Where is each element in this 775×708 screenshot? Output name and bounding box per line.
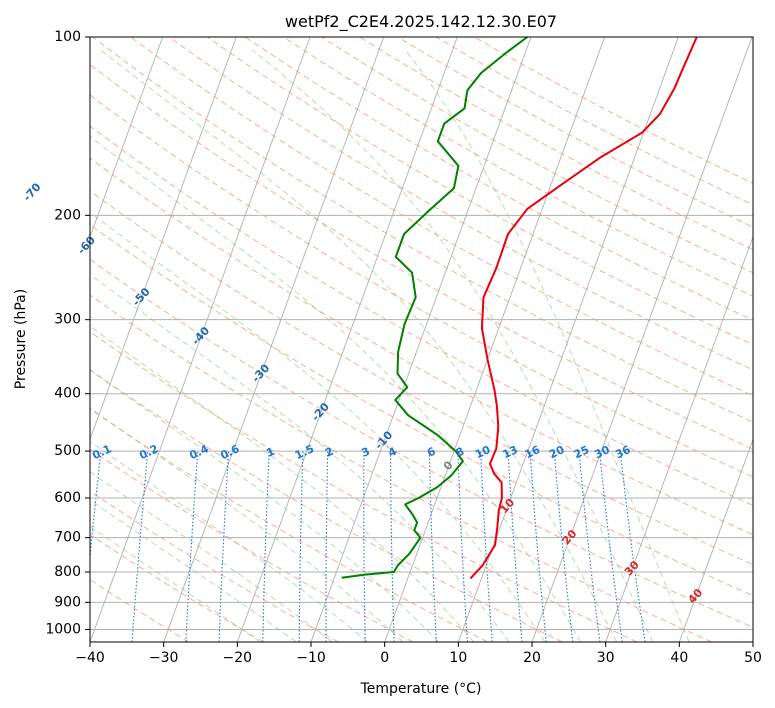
- x-tick-label: −30: [149, 650, 179, 666]
- y-tick-label: 100: [54, 29, 81, 45]
- mixing-ratio-line: [457, 451, 469, 642]
- isotherm-line: [384, 37, 606, 642]
- mixing-ratio-line: [363, 451, 366, 642]
- moist-adiabat: [251, 49, 654, 642]
- mixing-ratio-line: [262, 451, 270, 642]
- mixing-ratio-label: 13: [501, 443, 520, 461]
- y-tick-label: 500: [54, 443, 81, 459]
- moist-adiabat: [99, 49, 618, 642]
- mixing-ratio-line: [553, 451, 574, 642]
- x-tick-label: −10: [296, 650, 326, 666]
- x-axis-ticks: −40 −30 −20 −10 0 10 20 30 40 50: [75, 642, 762, 666]
- moist-adiabat: [90, 369, 439, 642]
- background-lines: [90, 37, 753, 642]
- isotherm-line: [90, 37, 237, 441]
- profile-lines: [341, 37, 698, 580]
- mixing-ratio-label: 20: [547, 443, 567, 461]
- x-tick-label: 20: [523, 650, 541, 666]
- isotherm-line: [90, 37, 311, 642]
- dry-adiabat: [90, 408, 488, 642]
- mixing-ratio-line: [131, 451, 149, 642]
- mixing-ratio-line: [185, 451, 199, 642]
- isotherm-line: [236, 37, 458, 642]
- mixing-ratio-label: 25: [572, 443, 591, 461]
- y-tick-label: 1000: [45, 621, 81, 637]
- moist-adiabat: [404, 49, 690, 642]
- isotherm-line: [90, 37, 164, 239]
- mixing-ratio-label: 10: [473, 443, 493, 461]
- y-tick-label: 200: [54, 207, 81, 223]
- mixing-ratio-line: [325, 451, 329, 642]
- mixing-ratio-line: [529, 451, 547, 642]
- mixing-ratio-label: 30: [592, 443, 612, 461]
- dry-adiabat: [90, 294, 712, 642]
- x-tick-label: −40: [75, 650, 105, 666]
- y-axis-label: Pressure (hPa): [13, 289, 29, 389]
- y-tick-label: 400: [54, 386, 81, 402]
- pressure-gridlines: [90, 37, 753, 630]
- x-tick-label: 30: [597, 650, 615, 666]
- x-tick-label: 10: [449, 650, 467, 666]
- dry-adiabat: [92, 37, 753, 423]
- isotherm-line: [752, 640, 753, 642]
- plot-frame: [89, 36, 754, 643]
- dry-adiabat: [90, 190, 753, 566]
- y-tick-label: 800: [54, 564, 81, 580]
- dry-adiabat: [206, 37, 753, 346]
- dewpoint-profile-line: [341, 37, 528, 579]
- x-tick-label: 0: [380, 650, 389, 666]
- moist-adiabat: [90, 440, 368, 642]
- moist-adiabat: [90, 499, 297, 642]
- mixing-ratio-line: [90, 451, 102, 562]
- dry-adiabat: [90, 369, 563, 642]
- dry-adiabat: [90, 224, 753, 597]
- temperature-profile-line: [469, 37, 698, 580]
- dry-adiabat: [244, 37, 753, 321]
- mixing-ratio-label: 16: [523, 443, 543, 461]
- mixing-ratio-line: [390, 451, 395, 642]
- dry-adiabat: [90, 258, 753, 628]
- chart-title: wetPf2_C2E4.2025.142.12.30.E07: [285, 12, 557, 32]
- dry-adiabat: [90, 63, 753, 450]
- mixing-ratio-label: 36: [613, 443, 633, 461]
- mixing-ratio-line: [298, 451, 304, 642]
- isotherm-label: -70: [21, 180, 44, 204]
- x-tick-label: 50: [744, 650, 762, 666]
- dry-adiabat: [90, 157, 753, 536]
- isotherm-line: [605, 235, 753, 642]
- y-tick-label: 700: [54, 530, 81, 546]
- y-tick-label: 900: [54, 594, 81, 610]
- x-tick-label: 40: [670, 650, 688, 666]
- dry-adiabat: [90, 125, 753, 506]
- y-axis-ticks: 100 200 300 400 500 600 700 800 900 1000: [45, 29, 90, 637]
- dry-adiabat: [90, 534, 264, 642]
- x-tick-label: −20: [223, 650, 253, 666]
- moist-adiabat: [90, 325, 475, 642]
- x-axis-label: Temperature (°C): [360, 681, 482, 697]
- isotherm-line: [678, 438, 753, 642]
- isotherm-line: [531, 37, 753, 642]
- mixing-ratio-line: [480, 451, 493, 642]
- mixing-ratio-line: [507, 451, 523, 642]
- mixing-ratio-line: [218, 451, 230, 642]
- y-tick-label: 600: [54, 490, 81, 506]
- y-tick-label: 300: [54, 312, 81, 328]
- mixing-ratio-line: [428, 451, 437, 642]
- isotherm-line: [163, 37, 385, 642]
- moist-adiabat: [90, 407, 404, 642]
